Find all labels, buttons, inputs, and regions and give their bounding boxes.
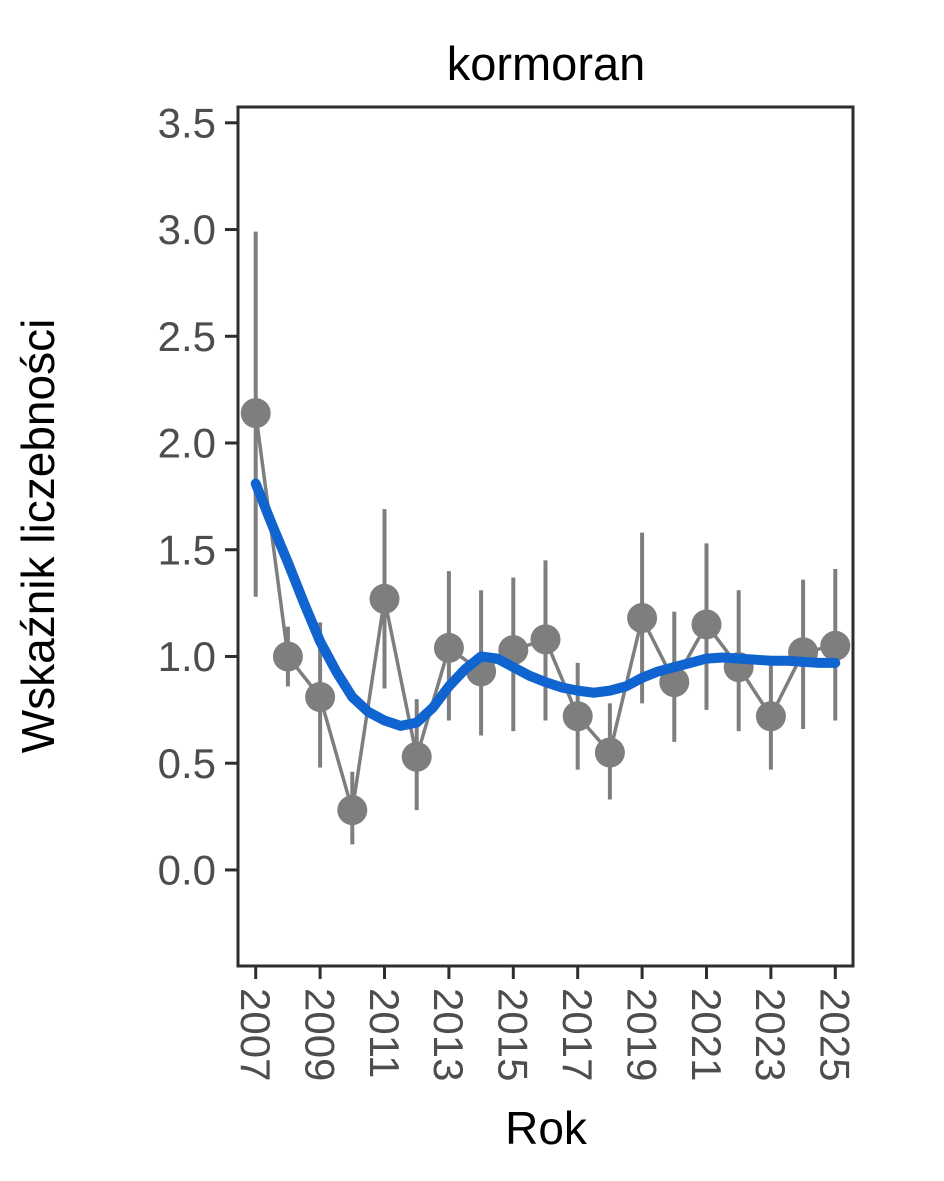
data-point (659, 667, 690, 698)
data-point (337, 795, 368, 826)
data-point (562, 701, 593, 732)
data-point (594, 737, 625, 768)
data-layer (240, 231, 851, 845)
y-tick-label: 1.5 (158, 526, 216, 573)
y-axis-ticks: 0.0 0.5 1.0 1.5 2.0 2.5 3.0 3.5 (158, 99, 238, 894)
y-tick-label: 0.0 (158, 847, 216, 894)
plot-title: kormoran (447, 37, 646, 90)
x-tick-label: 2021 (683, 988, 730, 1081)
x-tick-label: 2023 (747, 988, 794, 1081)
y-tick-label: 1.0 (158, 633, 216, 680)
y-tick-label: 3.5 (158, 99, 216, 146)
y-tick-label: 2.5 (158, 313, 216, 360)
y-axis-title: Wskaźnik liczebności (12, 319, 64, 754)
data-point (401, 741, 432, 772)
y-tick-label: 3.0 (158, 206, 216, 253)
x-tick-label: 2025 (812, 988, 859, 1081)
data-point (305, 682, 336, 713)
data-point (369, 583, 400, 614)
x-tick-label: 2019 (618, 988, 665, 1081)
data-point (530, 624, 561, 655)
x-tick-label: 2011 (361, 988, 408, 1078)
data-point (272, 641, 303, 672)
data-point (433, 632, 464, 663)
data-point (691, 609, 722, 640)
x-tick-label: 2017 (554, 988, 601, 1081)
trend-line (250, 478, 841, 731)
x-tick-label: 2013 (425, 988, 472, 1081)
x-axis-title: Rok (505, 1102, 588, 1154)
data-point (240, 398, 271, 429)
x-tick-label: 2009 (296, 988, 343, 1081)
y-tick-label: 2.0 (158, 420, 216, 467)
y-tick-label: 0.5 (158, 740, 216, 787)
x-axis-ticks: 2007 2009 2011 2013 2015 2017 2019 2021 2023 2025 (232, 966, 859, 1081)
x-tick-label: 2007 (232, 988, 279, 1081)
x-tick-label: 2015 (490, 988, 537, 1081)
data-point (755, 701, 786, 732)
data-point (627, 603, 658, 634)
data-point (820, 630, 851, 661)
panel-border (236, 105, 855, 968)
